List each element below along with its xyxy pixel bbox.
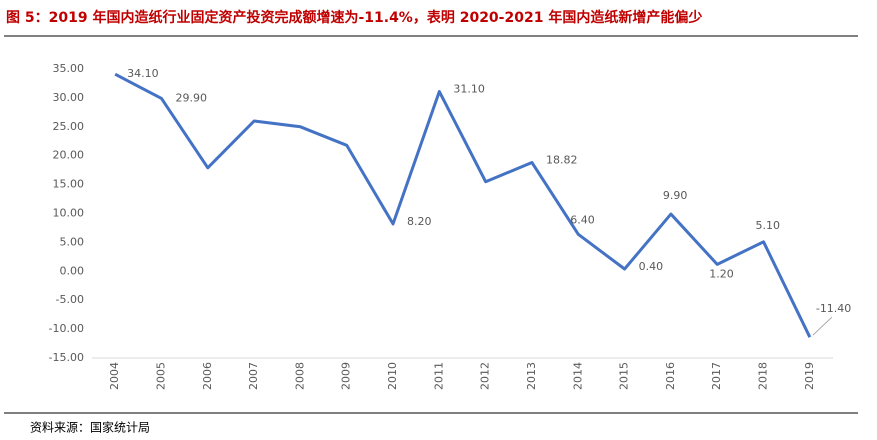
x-tick-label: 2017 [710,362,723,390]
data-label: 8.20 [407,215,432,228]
x-tick-label: 2019 [803,362,816,390]
data-label: 5.10 [756,219,781,232]
data-label: 6.40 [570,213,595,226]
x-tick-label: 2007 [247,362,260,390]
x-tick-label: 2008 [293,362,306,390]
x-tick-label: 2018 [757,362,770,390]
x-tick-label: 2006 [201,362,214,390]
y-tick-label: 30.00 [53,91,85,104]
y-tick-label: -5.00 [56,293,84,306]
data-label: 0.40 [639,260,664,273]
y-tick-label: 0.00 [60,264,85,277]
x-tick-label: 2012 [479,362,492,390]
y-tick-label: -15.00 [49,351,84,364]
y-tick-label: 10.00 [53,207,85,220]
x-tick-label: 2014 [571,362,584,390]
data-label: 9.90 [663,189,688,202]
y-tick-label: 5.00 [60,235,85,248]
data-label: 31.10 [453,83,485,96]
data-label: 34.10 [127,67,159,80]
x-tick-label: 2010 [386,362,399,390]
chart-title: 图 5：2019 年国内造纸行业固定资产投资完成额增速为-11.4%，表明 20… [6,9,702,26]
data-label: 18.82 [546,154,578,167]
x-tick-label: 2015 [618,362,631,390]
source: 资料来源：国家统计局 [30,420,150,435]
y-tick-label: 25.00 [53,120,85,133]
x-tick-label: 2011 [432,362,445,390]
x-tick-label: 2009 [340,362,353,390]
data-label: 29.90 [175,91,207,104]
data-label: -11.40 [816,302,851,315]
line [114,72,812,338]
leader-line [812,316,833,336]
x-tick-label: 2016 [664,362,677,390]
y-tick-label: -10.00 [49,322,84,335]
y-tick-label: 20.00 [53,149,85,162]
y-tick-label: 35.00 [53,62,85,75]
data-label: 1.20 [709,267,734,280]
x-tick-label: 2005 [154,362,167,390]
y-tick-label: 15.00 [53,178,85,191]
x-tick-label: 2013 [525,362,538,390]
x-tick-label: 2004 [108,362,121,390]
